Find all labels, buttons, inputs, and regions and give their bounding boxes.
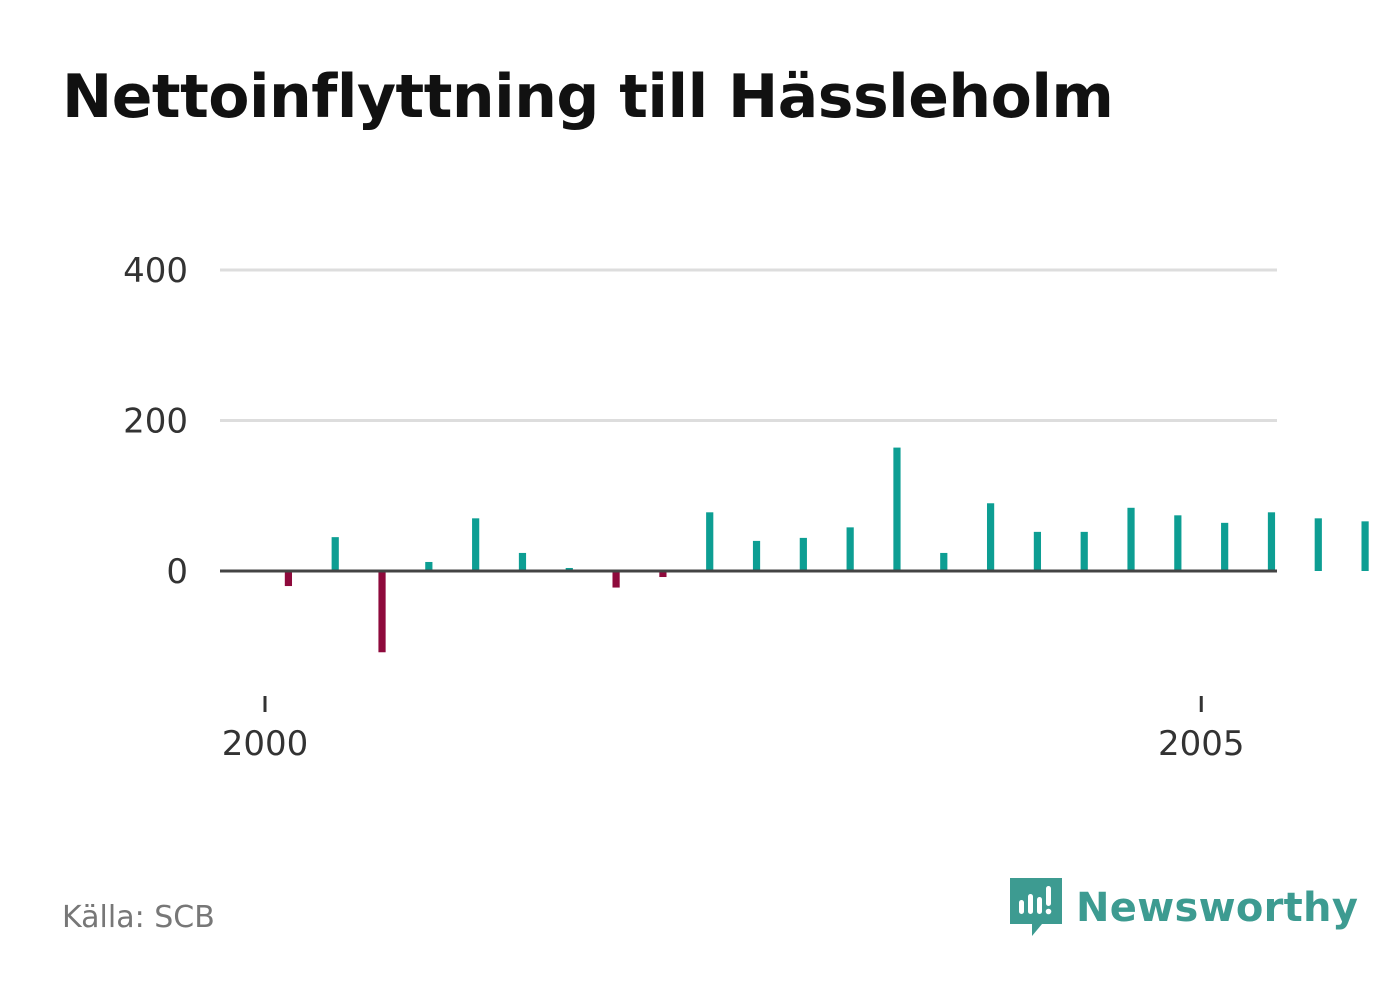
bar-2001.875 <box>612 571 620 588</box>
bar-2003.625 <box>940 552 948 571</box>
newsworthy-icon <box>1010 878 1062 936</box>
y-tick-label-200: 200 <box>123 402 188 442</box>
bar-2004.125 <box>1033 531 1042 571</box>
bar-2005.625 <box>1314 518 1322 571</box>
bar-2000.875 <box>425 561 433 571</box>
x-axis: 200020052010201520202025 <box>222 696 1245 764</box>
bar-2004.875 <box>1174 515 1182 571</box>
bar-2001.375 <box>518 552 527 571</box>
bar-2002.375 <box>706 512 714 571</box>
bar-2000.125 <box>284 571 293 587</box>
bar-2002.875 <box>799 537 807 571</box>
x-tick-label-2000: 2000 <box>222 724 309 764</box>
bar-2003.125 <box>846 527 854 571</box>
bar-2005.875 <box>1361 521 1369 571</box>
bar-2005.375 <box>1267 512 1276 571</box>
y-axis-labels: 0 200 400 <box>123 251 188 592</box>
bar-2000.625 <box>378 571 386 653</box>
x-tick-label-2005: 2005 <box>1158 724 1245 764</box>
chart-title: Nettoinflyttning till Hässleholm <box>62 62 1114 132</box>
bar-2003.375 <box>893 447 901 571</box>
y-tick-label-0: 0 <box>166 552 188 592</box>
source-label: Källa: SCB <box>62 900 215 935</box>
bar-2000.375 <box>331 537 339 571</box>
y-tick-label-400: 400 <box>123 251 188 291</box>
bar-2003.875 <box>986 503 995 571</box>
bar-2005.125 <box>1221 522 1229 571</box>
bar-2001.125 <box>472 518 480 571</box>
bars <box>284 447 1369 653</box>
bar-2002.625 <box>752 540 761 571</box>
bar-2004.625 <box>1127 507 1135 571</box>
brand-logo: Newsworthy <box>1010 878 1358 938</box>
gridlines <box>220 268 1277 422</box>
bar-2004.375 <box>1080 531 1088 571</box>
brand-name: Newsworthy <box>1076 885 1359 931</box>
bar-2002.125 <box>659 571 667 578</box>
bar-2001.625 <box>565 567 573 571</box>
